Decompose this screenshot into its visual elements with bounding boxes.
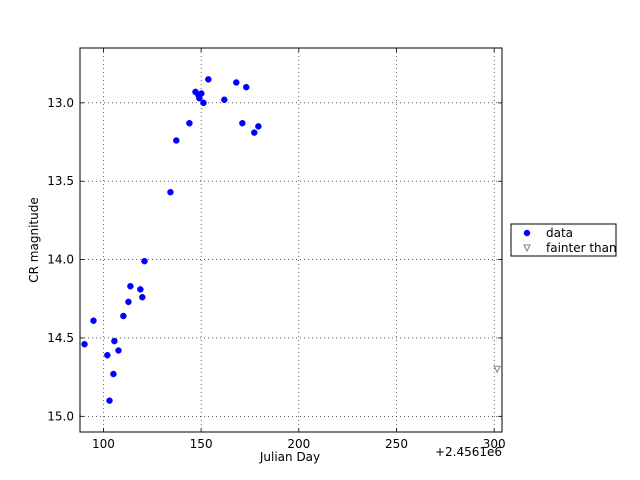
point xyxy=(239,119,246,127)
point xyxy=(205,76,212,83)
legend-label: fainter than xyxy=(546,241,617,255)
point xyxy=(106,397,113,404)
y-tick-label: 15.0 xyxy=(47,409,74,423)
point xyxy=(111,337,118,345)
x-offset-label: +2.4561e6 xyxy=(435,445,502,459)
y-axis-label: CR magnitude xyxy=(27,197,41,282)
point xyxy=(125,298,132,306)
point xyxy=(198,90,205,97)
point xyxy=(255,123,262,130)
x-tick-label: 250 xyxy=(385,437,408,451)
point xyxy=(104,351,111,359)
x-axis-label: Julian Day xyxy=(259,450,320,464)
point xyxy=(115,347,122,354)
point xyxy=(233,79,240,86)
legend-box xyxy=(510,223,617,257)
x-tick-label: 100 xyxy=(92,437,115,451)
point xyxy=(81,340,88,348)
legend-label: data xyxy=(546,226,573,240)
point xyxy=(90,317,97,324)
y-tick-label: 13.0 xyxy=(47,96,74,110)
legend-marker xyxy=(523,244,531,253)
y-tick-label: 13.5 xyxy=(47,174,74,188)
x-tick-label: 150 xyxy=(190,437,213,451)
x-tick-label: 300 xyxy=(483,437,506,451)
point xyxy=(243,83,250,91)
y-tick-label: 14.5 xyxy=(47,331,74,345)
point xyxy=(141,257,148,265)
point xyxy=(173,137,180,144)
point xyxy=(251,129,258,136)
point xyxy=(139,293,146,301)
legend-marker xyxy=(523,229,531,237)
point xyxy=(200,99,207,107)
plot-frame xyxy=(79,47,503,433)
point xyxy=(127,282,134,290)
point xyxy=(167,188,174,196)
point xyxy=(493,365,501,374)
point xyxy=(221,96,228,103)
point xyxy=(110,370,117,378)
point xyxy=(186,119,193,127)
point xyxy=(137,286,144,293)
y-tick-label: 14.0 xyxy=(47,253,74,267)
point xyxy=(120,312,127,320)
x-tick-label: 200 xyxy=(287,437,310,451)
